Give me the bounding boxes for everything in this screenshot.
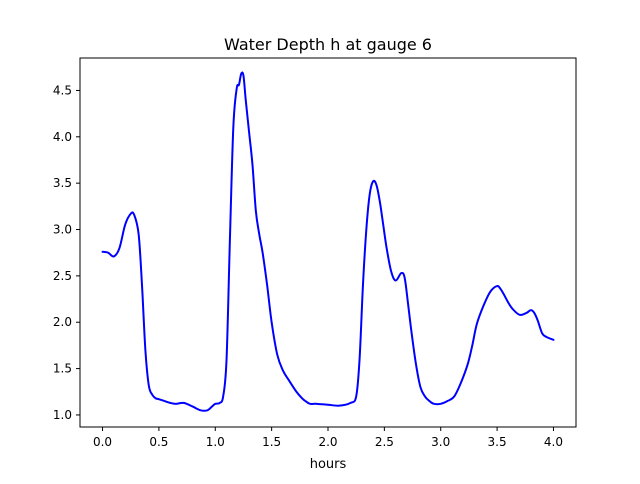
x-tick-label: 4.0 [544,435,563,449]
x-tick-label: 2.5 [375,435,394,449]
ticks-layer: 0.0 0.5 1.0 1.5 2.0 2.5 3.0 3.5 4.0 1.0 1.5 2.0 2.5 3… [53,83,563,449]
y-tick-label: 1.5 [53,362,72,376]
y-tick-label: 3.0 [53,223,72,237]
x-tick-label: 0.5 [149,435,168,449]
y-tick-label: 1.0 [53,408,72,422]
x-axis-label: hours [310,457,347,472]
chart-title: Water Depth h at gauge 6 [224,35,432,54]
y-tick-label: 3.5 [53,176,72,190]
x-tick-label: 3.5 [488,435,507,449]
plot-frame [79,57,577,428]
y-tick-label: 4.5 [53,83,72,97]
x-tick-label: 2.0 [318,435,337,449]
x-tick-label: 1.0 [206,435,225,449]
x-tick-label: 1.5 [262,435,281,449]
y-tick-label: 4.0 [53,130,72,144]
y-tick-label: 2.5 [53,269,72,283]
x-tick-label: 3.0 [431,435,450,449]
series-line [101,71,555,412]
y-tick-label: 2.0 [53,315,72,329]
x-tick-label: 0.0 [93,435,112,449]
